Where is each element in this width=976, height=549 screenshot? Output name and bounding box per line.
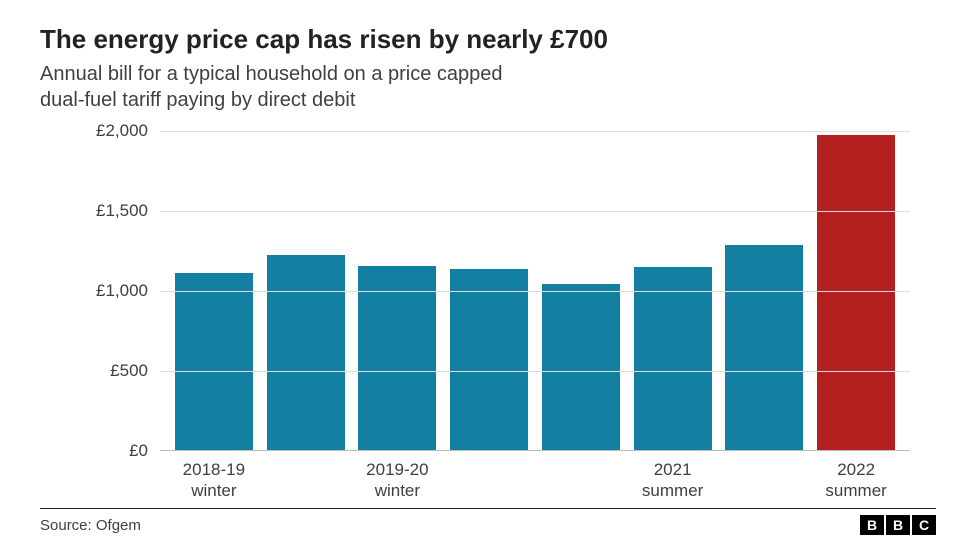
chart-title: The energy price cap has risen by nearly… [40, 24, 936, 55]
y-axis-label: £0 [40, 441, 148, 461]
bar [450, 269, 528, 450]
chart-area: 2018-19 winter 2019-20 winter 2021 summer 2… [40, 131, 936, 511]
bar [725, 245, 803, 450]
bbc-logo-letter: B [860, 515, 884, 535]
chart-footer: Source: Ofgem B B C [40, 508, 936, 535]
y-axis-label: £1,500 [40, 201, 148, 221]
bar [175, 273, 253, 451]
y-axis-label: £500 [40, 361, 148, 381]
y-axis-label: £2,000 [40, 121, 148, 141]
x-axis-label [267, 459, 345, 502]
gridline [160, 291, 910, 292]
x-axis-label: 2022 summer [817, 459, 895, 502]
bar [634, 267, 712, 450]
chart-container: The energy price cap has risen by nearly… [0, 0, 976, 511]
gridline [160, 371, 910, 372]
gridline [160, 131, 910, 132]
source-text: Source: Ofgem [40, 517, 141, 534]
bbc-logo-letter: C [912, 515, 936, 535]
bbc-logo-letter: B [886, 515, 910, 535]
gridline [160, 211, 910, 212]
bbc-logo: B B C [860, 515, 936, 535]
bar [542, 284, 620, 450]
y-axis-label: £1,000 [40, 281, 148, 301]
x-axis-label: 2021 summer [634, 459, 712, 502]
bar [267, 255, 345, 450]
bar [817, 135, 895, 450]
x-axis-label: 2018-19 winter [175, 459, 253, 502]
x-axis-label: 2019-20 winter [358, 459, 436, 502]
x-axis-labels: 2018-19 winter 2019-20 winter 2021 summer 2… [160, 459, 910, 502]
bar [358, 266, 436, 450]
plot-area [160, 131, 910, 451]
x-axis-label [450, 459, 528, 502]
x-axis-label [542, 459, 620, 502]
x-axis-label [725, 459, 803, 502]
chart-subtitle: Annual bill for a typical household on a… [40, 61, 936, 113]
